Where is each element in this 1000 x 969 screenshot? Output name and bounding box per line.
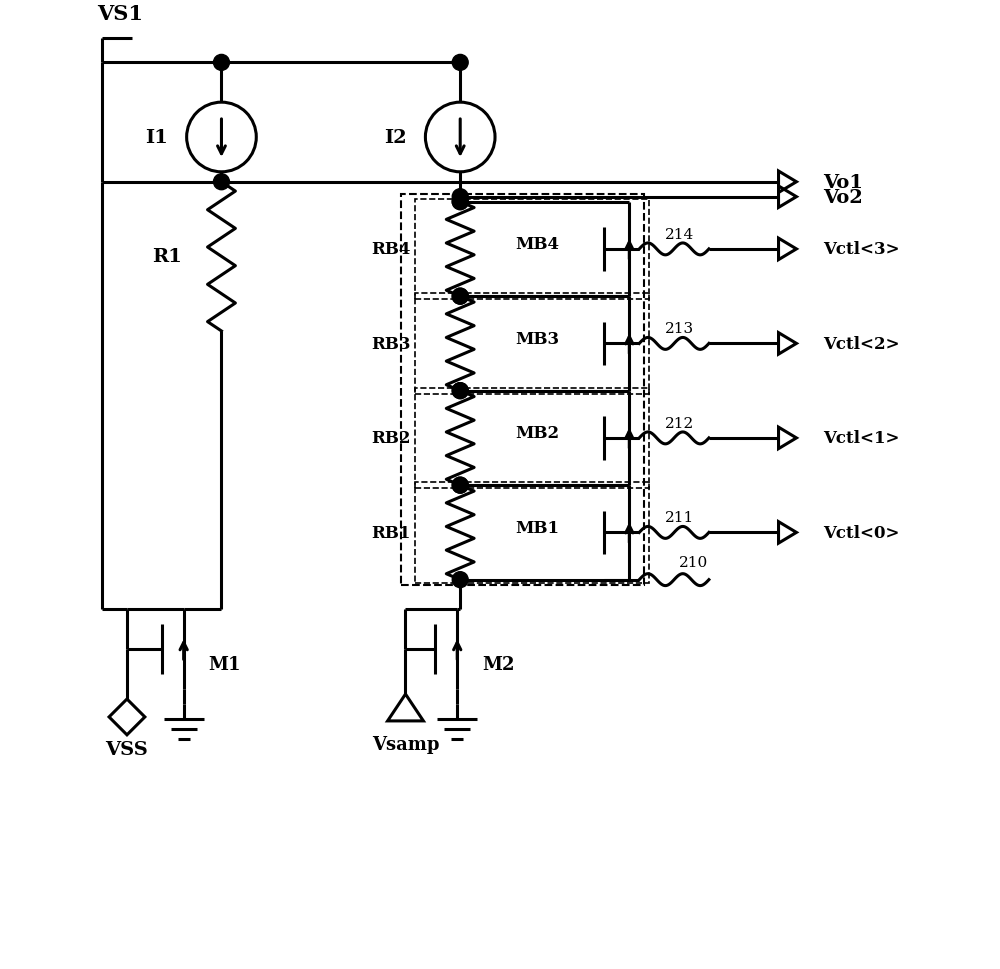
Circle shape [452,384,468,399]
Text: 211: 211 [665,511,694,525]
Bar [415,294,649,394]
Text: M1: M1 [209,656,241,673]
Circle shape [452,195,468,210]
Text: VSS: VSS [106,740,148,758]
Text: Vctl<3>: Vctl<3> [823,241,900,258]
Circle shape [214,55,229,72]
Text: RB3: RB3 [371,335,410,353]
Circle shape [214,174,229,191]
Circle shape [452,289,468,305]
Circle shape [452,190,468,205]
Bar [401,195,644,585]
Circle shape [452,289,468,305]
Text: 212: 212 [665,417,694,430]
Circle shape [452,478,468,493]
Bar [415,200,649,299]
Text: I2: I2 [384,129,407,147]
Text: Vsamp: Vsamp [372,735,439,753]
Text: I1: I1 [145,129,168,147]
Text: MB3: MB3 [516,330,560,348]
Circle shape [452,55,468,72]
Circle shape [452,478,468,493]
Text: Vctl<2>: Vctl<2> [823,335,900,353]
Text: MB1: MB1 [516,519,560,537]
Circle shape [452,195,468,210]
Text: Vctl<1>: Vctl<1> [823,430,900,447]
Text: 213: 213 [665,322,694,336]
Circle shape [452,384,468,399]
Text: M2: M2 [482,656,515,673]
Text: 214: 214 [665,228,694,241]
Text: Vctl<0>: Vctl<0> [823,524,900,542]
Text: RB1: RB1 [371,524,410,542]
Text: RB2: RB2 [371,430,410,447]
Text: R1: R1 [152,248,182,266]
Text: Vo1: Vo1 [823,173,863,192]
Bar [415,483,649,583]
Text: RB4: RB4 [371,241,410,258]
Text: VS1: VS1 [97,4,143,23]
Bar [415,389,649,488]
Text: MB4: MB4 [516,236,560,253]
Text: MB2: MB2 [516,425,560,442]
Circle shape [452,572,468,588]
Text: 210: 210 [679,555,709,569]
Text: Vo2: Vo2 [823,189,863,206]
